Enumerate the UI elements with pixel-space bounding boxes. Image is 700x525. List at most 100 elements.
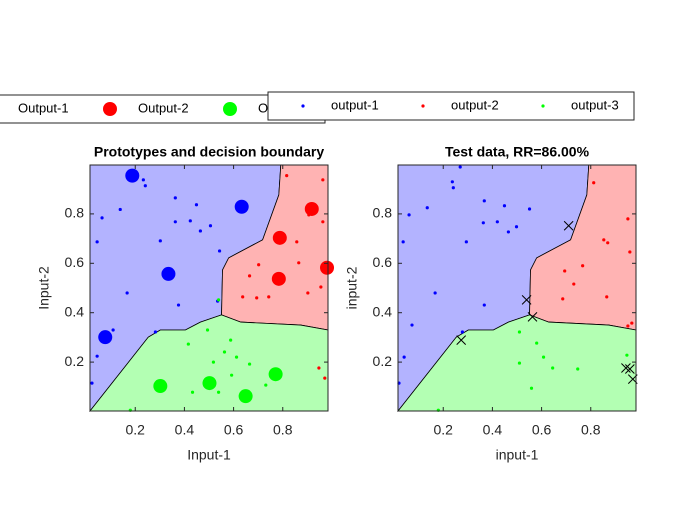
y-tick-label: 0.8	[65, 205, 85, 221]
legend-marker	[103, 102, 117, 116]
misclassified-marker	[624, 364, 635, 374]
data-point	[306, 291, 310, 295]
prototype-point	[98, 330, 113, 345]
prototype-point	[125, 168, 140, 183]
data-point	[234, 355, 239, 359]
data-point	[255, 296, 259, 300]
y-tick-label: 0.2	[65, 353, 85, 369]
y-tick-label: 0.4	[65, 303, 85, 319]
legend-marker	[223, 102, 237, 116]
data-point	[153, 330, 158, 334]
data-point	[517, 361, 522, 365]
data-point	[482, 199, 486, 203]
data-point	[563, 269, 567, 273]
data-point	[264, 383, 268, 387]
data-point	[188, 219, 192, 223]
data-point	[581, 264, 585, 268]
x-tick-label: 0.4	[483, 422, 503, 438]
data-point	[482, 303, 486, 307]
data-point	[173, 196, 177, 200]
data-point	[95, 354, 99, 358]
data-point	[186, 342, 190, 346]
data-point	[198, 229, 202, 233]
y-axis-label: input-2	[344, 266, 360, 309]
data-point	[321, 178, 325, 182]
data-point	[561, 297, 565, 301]
data-point	[541, 355, 546, 359]
data-point	[125, 291, 129, 295]
data-point	[602, 238, 606, 242]
misclassified-marker	[621, 363, 631, 373]
data-point	[141, 178, 145, 182]
data-point	[576, 367, 580, 371]
data-point	[90, 381, 94, 385]
data-point	[464, 240, 468, 244]
data-point	[605, 295, 609, 299]
legend-label: Output-2	[138, 100, 189, 115]
x-axis-label: Input-1	[187, 447, 231, 463]
data-point	[229, 338, 233, 342]
data-point	[111, 328, 115, 332]
data-point	[158, 239, 162, 243]
data-point	[626, 217, 630, 221]
data-point	[205, 328, 210, 332]
data-point	[450, 180, 454, 184]
misclassified-marker	[456, 335, 467, 345]
data-point	[502, 204, 507, 208]
data-point	[458, 165, 462, 169]
prototype-point	[272, 230, 287, 245]
legend: output-1 output-2 output-3	[267, 91, 635, 121]
data-point	[323, 376, 327, 380]
misclassified-marker	[521, 295, 532, 305]
x-tick-label: 0.6	[224, 422, 244, 438]
data-point	[592, 181, 596, 185]
data-point	[319, 285, 323, 289]
data-point	[425, 206, 429, 210]
data-point	[143, 184, 147, 188]
data-point	[527, 207, 532, 211]
y-axis-label: Input-2	[36, 266, 52, 310]
y-tick-label: 0.6	[65, 254, 85, 270]
data-point	[217, 249, 222, 253]
data-point	[433, 291, 437, 295]
data-point	[402, 355, 406, 359]
data-point	[285, 174, 289, 178]
data-point	[451, 186, 455, 190]
chart-title: Prototypes and decision boundary	[94, 144, 324, 160]
legend-label: Output-1	[18, 100, 69, 115]
data-point	[401, 240, 405, 244]
legend-marker	[421, 104, 425, 108]
y-tick-label: 0.8	[373, 205, 393, 221]
axes-box	[397, 164, 637, 412]
data-point	[630, 321, 634, 325]
y-tick-label: 0.4	[373, 303, 393, 319]
prototype-point	[271, 271, 286, 286]
data-point	[297, 261, 301, 265]
data-point	[495, 220, 499, 224]
data-point	[410, 323, 414, 327]
legend-label: output-3	[571, 97, 619, 112]
x-tick-label: 0.8	[581, 422, 601, 438]
x-tick-label: 0.2	[434, 422, 454, 438]
misclassified-marker	[563, 220, 574, 231]
legend-label: output-2	[451, 97, 499, 112]
y-tick-label: 0.6	[373, 254, 393, 270]
data-point	[267, 295, 271, 299]
x-tick-label: 0.4	[175, 422, 195, 438]
prototype-point	[202, 376, 217, 391]
data-point	[190, 390, 195, 394]
data-point	[517, 330, 522, 334]
legend-label: output-1	[331, 97, 379, 112]
data-point	[535, 341, 539, 345]
data-point	[216, 390, 221, 394]
data-point	[625, 353, 629, 357]
data-point	[211, 360, 216, 364]
x-tick-label: 0.8	[273, 422, 293, 438]
data-point	[481, 221, 485, 225]
prototype-point	[320, 260, 335, 275]
data-point	[460, 330, 465, 334]
data-point	[173, 220, 177, 224]
prototype-point	[238, 389, 253, 404]
data-point	[118, 207, 122, 212]
